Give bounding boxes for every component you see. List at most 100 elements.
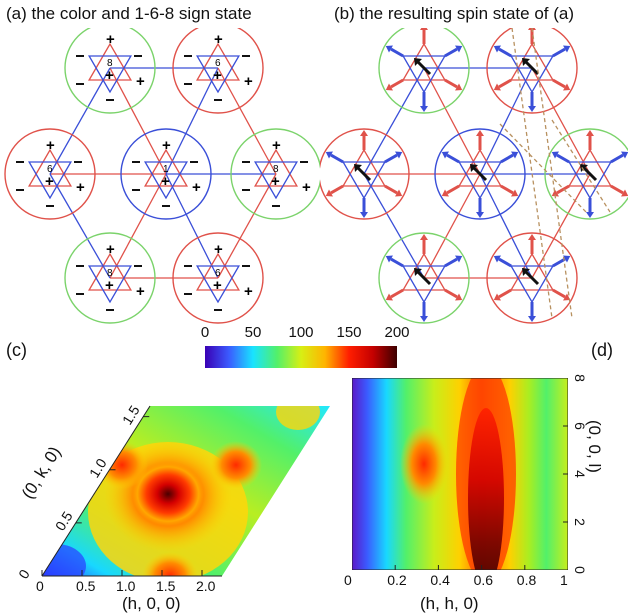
panel-c-heatmap bbox=[41, 405, 330, 577]
panel-c-xtick-label: 2.0 bbox=[196, 578, 216, 594]
down-triangle bbox=[509, 55, 555, 94]
plus-sign: + bbox=[302, 179, 311, 196]
bond-line bbox=[531, 173, 591, 279]
colorbar-tick-label: 150 bbox=[336, 324, 362, 341]
bond-line bbox=[531, 67, 591, 175]
up-triangle bbox=[195, 42, 241, 81]
panel-d-ytick-label: 2 bbox=[571, 518, 588, 526]
down-triangle bbox=[509, 265, 555, 304]
spin-arrowhead bbox=[385, 83, 393, 91]
spin-arrow bbox=[444, 78, 458, 89]
plus-sign: + bbox=[136, 283, 145, 300]
site-green-circle bbox=[544, 128, 628, 220]
panel-b-title: (b) the resulting spin state of (a) bbox=[334, 4, 575, 23]
spin-arrowhead bbox=[385, 293, 393, 301]
spin-arrowhead bbox=[586, 212, 594, 218]
bond-line bbox=[479, 173, 533, 279]
plus-sign: + bbox=[162, 137, 171, 154]
plus-sign: + bbox=[46, 137, 55, 154]
connection-lines bbox=[363, 67, 591, 279]
site-circle bbox=[172, 232, 264, 324]
panel-d-letter: (d) bbox=[591, 340, 613, 360]
site-red-circle: 6++ + bbox=[4, 128, 96, 220]
spin-arrowhead bbox=[493, 45, 501, 53]
panel-c-xtick-label: 1.0 bbox=[116, 578, 136, 594]
spin-arrowhead bbox=[511, 189, 519, 197]
net-spin-arrow bbox=[582, 166, 598, 182]
spin-arrowhead bbox=[621, 189, 628, 197]
bond-line bbox=[363, 173, 425, 279]
spin-circle-sites bbox=[320, 28, 628, 324]
down-triangle bbox=[401, 265, 447, 304]
spin-arrowhead bbox=[563, 45, 571, 53]
spin-arrow bbox=[500, 184, 514, 195]
site-number-label: 8 bbox=[107, 58, 113, 69]
panel-d-ytick-label: 8 bbox=[571, 374, 588, 382]
bond-line bbox=[109, 67, 167, 175]
spin-arrow bbox=[556, 153, 570, 164]
plus-sign: + bbox=[214, 31, 223, 48]
site-circle bbox=[434, 128, 526, 220]
spin-arrowhead bbox=[551, 151, 559, 159]
down-triangle bbox=[341, 161, 387, 200]
net-spin-arrowhead bbox=[522, 268, 530, 276]
spin-arrowhead bbox=[325, 151, 333, 159]
down-triangle bbox=[253, 161, 299, 200]
up-triangle bbox=[87, 252, 133, 291]
plus-sign: + bbox=[136, 73, 145, 90]
colorbar-tick-label: 0 bbox=[200, 324, 210, 341]
plus-sign: + bbox=[272, 137, 281, 154]
spin-arrowhead bbox=[621, 151, 628, 159]
spin-arrowhead bbox=[563, 255, 571, 263]
plus-sign: + bbox=[76, 179, 85, 196]
spin-arrowhead bbox=[511, 151, 519, 159]
site-number-label: 8 bbox=[107, 268, 113, 279]
up-triangle bbox=[509, 252, 555, 291]
down-triangle bbox=[27, 161, 73, 200]
spin-arrow bbox=[390, 257, 404, 268]
plus-sign: + bbox=[161, 173, 170, 190]
spin-arrow bbox=[498, 47, 512, 58]
site-number-label: 8 bbox=[273, 164, 279, 175]
site-circle bbox=[64, 232, 156, 324]
net-spin-arrow bbox=[524, 270, 540, 286]
spin-arrowhead bbox=[360, 212, 368, 218]
up-triangle bbox=[457, 148, 503, 187]
up-triangle bbox=[401, 252, 447, 291]
spin-arrowhead bbox=[528, 234, 536, 240]
up-triangle bbox=[143, 148, 189, 187]
up-triangle bbox=[567, 148, 613, 187]
site-number-label: 6 bbox=[215, 58, 221, 69]
spin-arrow bbox=[390, 288, 404, 299]
site-green-circle: 8++ + bbox=[64, 28, 156, 114]
spin-arrow bbox=[498, 288, 512, 299]
spin-arrowhead bbox=[395, 189, 403, 197]
spin-arrow bbox=[384, 184, 398, 195]
spin-arrowhead bbox=[493, 83, 501, 91]
plus-sign: + bbox=[106, 241, 115, 258]
spin-arrow bbox=[330, 153, 344, 164]
down-triangle bbox=[195, 55, 241, 94]
spin-arrow bbox=[444, 288, 458, 299]
panel-d-xtick-label: 0.2 bbox=[387, 572, 407, 588]
site-circle bbox=[172, 28, 264, 114]
up-triangle bbox=[87, 42, 133, 81]
panel-c-xtick-label: 1.5 bbox=[156, 578, 176, 594]
bond-line bbox=[109, 173, 167, 279]
colorbar-tick-label: 100 bbox=[288, 324, 314, 341]
spin-arrowhead bbox=[528, 316, 536, 322]
panel-d-xtick-label: 0.6 bbox=[473, 572, 494, 588]
colorbar-tick-label: 50 bbox=[244, 324, 262, 341]
site-circle bbox=[378, 28, 470, 114]
spin-arrowhead bbox=[455, 255, 463, 263]
spin-arrowhead bbox=[441, 189, 449, 197]
spin-arrow bbox=[498, 78, 512, 89]
net-spin-arrowhead bbox=[414, 268, 422, 276]
panel-d-xtick-label: 0 bbox=[344, 572, 352, 588]
bond-line bbox=[423, 173, 481, 279]
panel-c-xtick-label: 0 bbox=[36, 578, 44, 594]
site-red-circle: 6++ + bbox=[172, 28, 264, 114]
up-triangle bbox=[401, 42, 447, 81]
panel-a-diagram: 8++ +6++ +6++ +1++ +8++ +8++ +6++ + bbox=[4, 28, 320, 324]
connection-lines bbox=[49, 67, 277, 279]
